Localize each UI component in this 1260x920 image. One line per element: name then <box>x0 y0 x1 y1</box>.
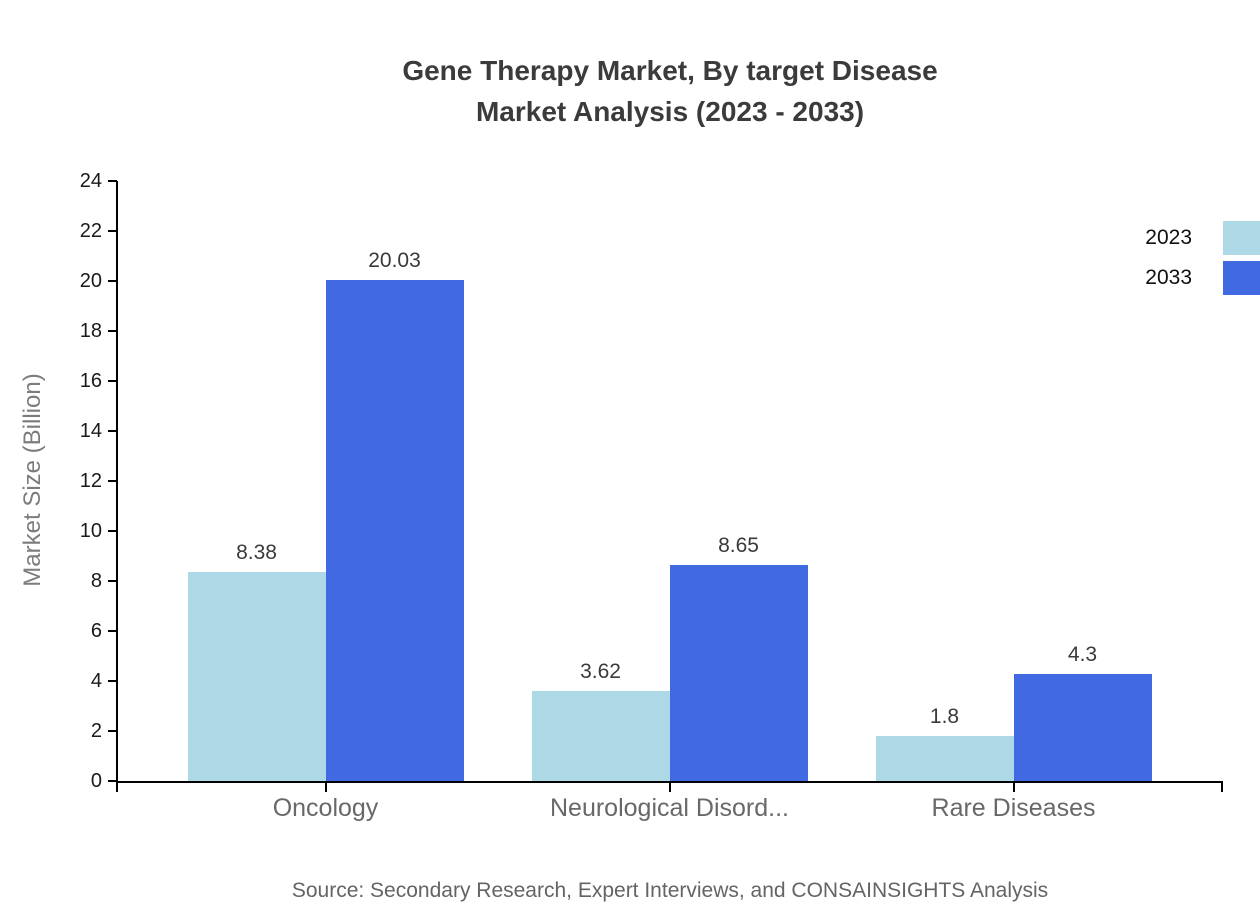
chart-title-line2: Market Analysis (2023 - 2033) <box>475 96 865 127</box>
y-tick-label: 6 <box>90 620 102 642</box>
y-tick-label: 4 <box>90 670 102 692</box>
y-tick <box>108 680 117 682</box>
bar-2023-2 <box>875 736 1014 781</box>
y-tick <box>108 330 117 332</box>
y-tick <box>108 180 117 182</box>
y-tick <box>108 730 117 732</box>
bar-2033-2 <box>1013 673 1152 781</box>
x-tick <box>1012 781 1015 792</box>
y-tick <box>108 480 117 482</box>
y-tick <box>108 430 117 432</box>
y-tick-label: 12 <box>79 470 102 492</box>
y-tick-label: 24 <box>79 170 102 192</box>
y-tick-label: 0 <box>90 770 102 792</box>
value-label-2023-1: 3.62 <box>580 659 621 683</box>
legend-swatch-2033 <box>1223 261 1260 295</box>
value-label-2023-2: 1.8 <box>929 705 960 728</box>
value-label-2033-1: 8.65 <box>718 533 759 557</box>
x-category-label: Rare Diseases <box>931 794 1096 822</box>
y-tick <box>108 280 117 282</box>
value-label-2033-2: 4.3 <box>1067 642 1098 666</box>
x-tick <box>1221 781 1223 792</box>
y-tick-label: 8 <box>90 570 102 592</box>
y-tick <box>108 530 117 532</box>
y-tick <box>108 230 117 232</box>
x-tick <box>116 781 118 792</box>
y-tick <box>108 380 117 382</box>
y-tick <box>108 630 117 632</box>
chart-title-line1: Gene Therapy Market, By target Disease <box>402 55 938 86</box>
x-tick <box>668 781 671 792</box>
y-tick-label: 16 <box>79 370 102 392</box>
value-label-2033-0: 20.03 <box>368 249 421 273</box>
bar-2033-1 <box>669 564 808 781</box>
y-tick-label: 10 <box>79 520 102 542</box>
y-tick <box>108 780 117 782</box>
y-tick-label: 2 <box>90 720 102 742</box>
legend-swatch-2023 <box>1223 221 1260 255</box>
chart-title: Gene Therapy Market, By target Disease M… <box>402 50 937 132</box>
bar-2023-0 <box>187 571 326 781</box>
bar-2033-0 <box>325 280 464 781</box>
y-tick-label: 18 <box>79 320 102 342</box>
value-label-2023-0: 8.38 <box>236 540 277 564</box>
bar-2023-1 <box>531 690 670 781</box>
x-category-label: Oncology <box>272 794 379 822</box>
source-note: Source: Secondary Research, Expert Inter… <box>291 879 1049 902</box>
x-tick <box>324 781 327 792</box>
legend-label-2023: 2023 <box>1145 226 1192 249</box>
x-category-label: Neurological Disord... <box>550 794 789 822</box>
y-axis-line <box>116 181 118 783</box>
y-tick-label: 20 <box>79 270 102 292</box>
y-tick-label: 22 <box>79 220 102 242</box>
y-tick-label: 14 <box>79 420 102 442</box>
legend-label-2033: 2033 <box>1145 266 1192 289</box>
y-tick <box>108 580 117 582</box>
